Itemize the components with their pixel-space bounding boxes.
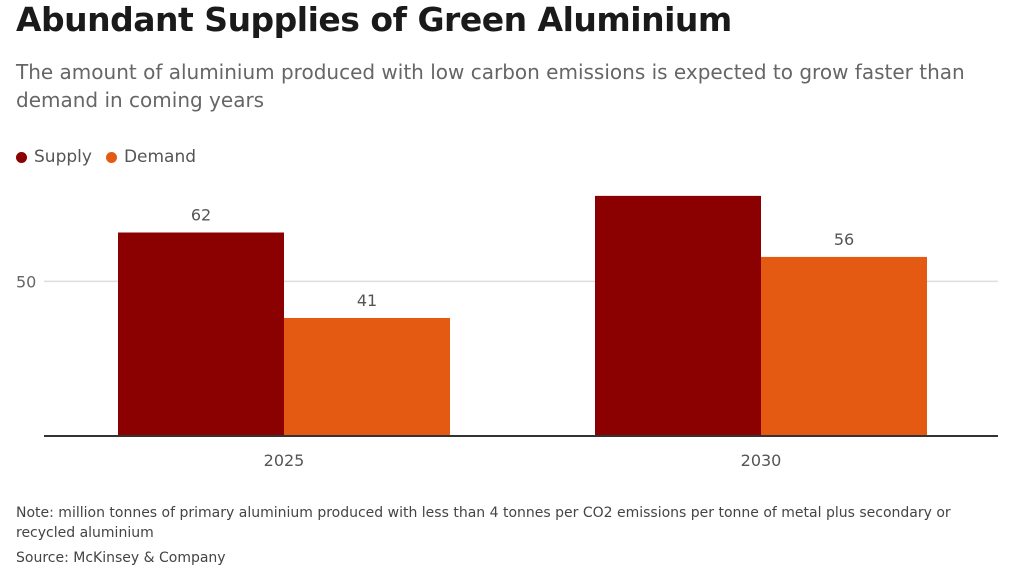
legend: Supply Demand — [16, 147, 210, 167]
chart-subtitle: The amount of aluminium produced with lo… — [16, 60, 965, 112]
legend-label-supply: Supply — [34, 147, 92, 167]
y-tick-label-50: 50 — [16, 272, 36, 291]
legend-swatch-demand — [105, 151, 117, 163]
x-tick-label-2030: 2030 — [741, 451, 782, 470]
legend-swatch-supply — [16, 151, 27, 163]
data-label-supply-2030: 71 — [668, 185, 688, 188]
chart-source: Source: McKinsey & Company — [16, 550, 226, 566]
data-label-demand-2030: 56 — [834, 230, 854, 249]
bar-chart: 50 62 41 2025 71 56 2030 — [16, 185, 998, 470]
data-label-demand-2025: 41 — [357, 291, 377, 310]
chart-title: Abundant Supplies of Green Aluminium — [16, 0, 732, 39]
legend-label-demand: Demand — [123, 147, 197, 167]
legend-item-supply: Supply — [16, 147, 92, 167]
bar-supply-2025 — [118, 232, 284, 436]
chart-note: Note: million tonnes of primary aluminiu… — [16, 505, 951, 541]
bar-supply-2030 — [595, 195, 761, 436]
legend-item-demand: Demand — [105, 147, 197, 167]
bar-demand-2030 — [761, 256, 927, 436]
bar-demand-2025 — [284, 317, 450, 436]
data-label-supply-2025: 62 — [191, 206, 211, 225]
x-tick-label-2025: 2025 — [264, 451, 305, 470]
